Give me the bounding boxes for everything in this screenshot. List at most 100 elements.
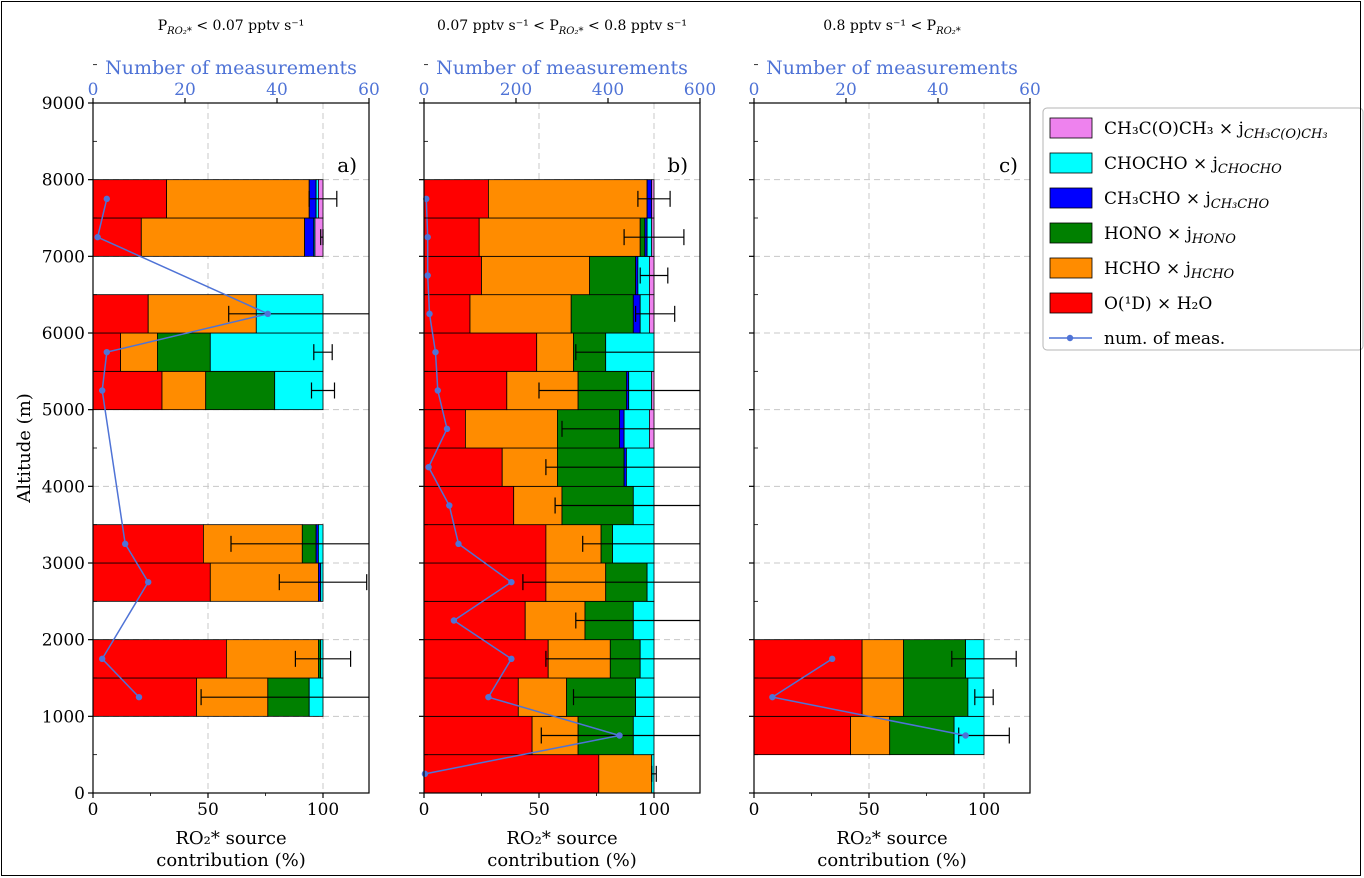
y-tick-label: 7000: [42, 247, 85, 267]
measurement-point: [426, 310, 433, 318]
bar-segment-o1d_h2o: [92, 639, 227, 679]
y-tick-label: 4000: [42, 477, 85, 497]
bar-segment-o1d_h2o: [423, 217, 480, 257]
measurement-point: [446, 502, 453, 509]
measurement-line: [96, 198, 271, 698]
x-axis-title-line1: RO₂* source: [836, 828, 947, 849]
top-tick-label: 0: [419, 80, 430, 100]
legend-label: HCHO × jHCHO: [1104, 259, 1235, 282]
x-axis-title-line1: RO₂* source: [175, 828, 286, 849]
measurement-point: [99, 387, 106, 394]
measurement-point: [264, 310, 271, 318]
x-axis-title-line2: contribution (%): [817, 850, 967, 871]
bar-segment-o1d_h2o: [423, 524, 547, 564]
bar-segment-ch3cho: [304, 217, 315, 257]
legend-swatch-hono: [1049, 222, 1093, 244]
x-axis-title-line1: RO₂* source: [506, 828, 617, 849]
x-tick-label: 50: [197, 800, 219, 820]
y-tick-label: 8000: [42, 171, 85, 191]
measurement-point: [424, 272, 431, 279]
bar-segment-hono: [903, 677, 969, 717]
bar-segment-hcho: [464, 409, 558, 449]
bar-segment-hcho: [517, 677, 567, 717]
top-tick-label: 400: [592, 80, 624, 100]
top-tick-label: 0: [88, 80, 99, 100]
x-tick-label: 100: [307, 800, 339, 820]
measurement-point: [423, 195, 430, 203]
measurement-point: [424, 233, 431, 241]
measurement-point: [103, 195, 111, 203]
bar-segment-o1d_h2o: [753, 639, 863, 679]
bar-segment-hcho: [861, 639, 904, 679]
bar-segment-hono: [156, 332, 211, 372]
measurement-point: [508, 578, 515, 586]
legend-label: num. of meas.: [1104, 329, 1225, 349]
top-tick-label: 20: [174, 80, 196, 100]
bar-segment-o1d_h2o: [92, 524, 204, 564]
top-axis-title: Number of measurements: [766, 57, 1018, 79]
bar-segment-o1d_h2o: [92, 562, 211, 602]
bar-segment-o1d_h2o: [423, 179, 489, 219]
x-tick-label: 0: [88, 800, 99, 820]
legend-label: CHOCHO × jCHOCHO: [1104, 154, 1282, 177]
bar-segment-hcho: [536, 332, 574, 372]
bar-segment-o1d_h2o: [753, 715, 851, 756]
bar-segment-hcho: [861, 677, 904, 717]
legend-swatch-ch3cho: [1049, 187, 1093, 209]
legend-box: [1042, 107, 1364, 351]
y-tick-label: 3000: [42, 554, 85, 574]
bar-segment-hcho: [120, 332, 158, 372]
y-tick-label: 5000: [42, 401, 85, 421]
bar-segment-hcho: [524, 600, 586, 641]
measurement-point: [103, 348, 111, 356]
x-tick-label: 50: [528, 800, 550, 820]
bar-segment-o1d_h2o: [423, 600, 526, 641]
x-tick-label: 0: [419, 800, 430, 820]
bar-segment-o1d_h2o: [92, 294, 149, 334]
bar-segment-o1d_h2o: [423, 485, 515, 526]
measurement-point: [616, 732, 623, 739]
measurement-point: [450, 617, 458, 624]
panel-title: 0.8 pptv s⁻¹ < PRO₂*: [823, 18, 961, 37]
bar-segment-hcho: [478, 217, 641, 257]
y-tick-label: 2000: [42, 631, 85, 651]
measurement-point: [145, 578, 152, 586]
panel-letter: b): [667, 153, 688, 177]
legend-swatch-o1d_h2o: [1049, 292, 1093, 314]
legend-label: CH₃CHO × jCH₃CHO: [1104, 189, 1270, 212]
measurement-line: [424, 198, 620, 775]
bar-segment-hcho: [481, 255, 590, 296]
bar-segment-o1d_h2o: [423, 332, 538, 372]
measurement-point: [135, 693, 143, 701]
legend-swatch-ch3coch3: [1049, 117, 1093, 139]
bar-segment-o1d_h2o: [423, 255, 482, 296]
measurement-point: [962, 732, 969, 739]
bar-segment-o1d_h2o: [423, 639, 549, 679]
legend-label: O(¹D) × H₂O: [1104, 294, 1212, 314]
top-tick-label: 60: [1019, 80, 1041, 100]
measurement-point: [421, 770, 429, 778]
top-tick-label: 600: [684, 80, 716, 100]
bar-segment-o1d_h2o: [92, 677, 197, 717]
bar-segment-hcho: [598, 754, 653, 794]
legend-label: HONO × jHONO: [1104, 224, 1236, 247]
bar-segment-hcho: [513, 485, 563, 526]
top-tick-label: 0: [749, 80, 760, 100]
bar-segment-o1d_h2o: [423, 715, 533, 756]
measurement-point: [99, 655, 106, 663]
legend-label: CH₃C(O)CH₃ × jCH₃C(O)CH₃: [1104, 119, 1328, 142]
top-tick-label: 40: [266, 80, 288, 100]
panel-letter: c): [999, 153, 1018, 177]
legend-swatch-chocho: [1049, 152, 1093, 174]
bar-segment-o1d_h2o: [423, 447, 503, 487]
measurement-point: [443, 425, 451, 433]
x-tick-label: 100: [968, 800, 1000, 820]
bar-segment-hcho: [161, 370, 207, 411]
bar-segment-hcho: [140, 217, 306, 257]
bar-segment-hono: [205, 370, 276, 411]
y-tick-label: 0: [74, 784, 85, 804]
panel-title: PRO₂* < 0.07 pptv s⁻¹: [158, 18, 305, 37]
